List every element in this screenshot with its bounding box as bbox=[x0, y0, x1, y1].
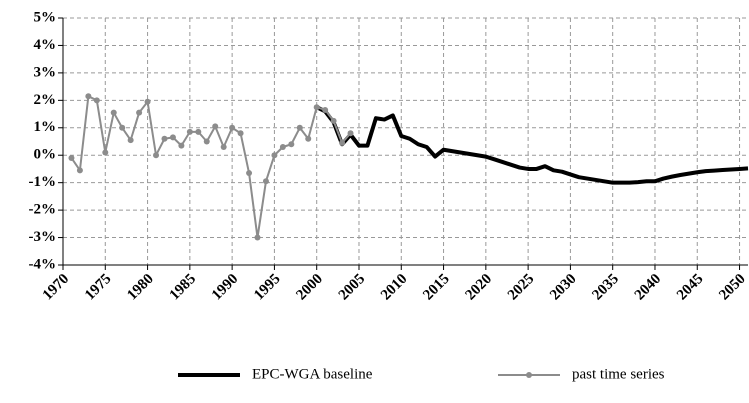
data-point bbox=[203, 138, 210, 145]
data-point bbox=[339, 139, 346, 146]
legend-marker bbox=[526, 372, 532, 378]
data-point bbox=[127, 137, 134, 144]
x-tick-label: 1985 bbox=[167, 271, 200, 304]
data-point bbox=[246, 170, 253, 177]
x-tick-label: 2005 bbox=[336, 271, 369, 304]
legend-label: past time series bbox=[572, 366, 665, 382]
data-point bbox=[153, 152, 160, 159]
data-point bbox=[144, 98, 151, 105]
x-tick-label: 2010 bbox=[378, 271, 411, 304]
data-point bbox=[262, 178, 269, 185]
series-line bbox=[70, 95, 352, 239]
data-point bbox=[237, 130, 244, 137]
data-point bbox=[212, 123, 219, 130]
x-tick-label: 2040 bbox=[632, 271, 665, 304]
data-point bbox=[110, 109, 117, 116]
data-point bbox=[169, 134, 176, 141]
y-tick-label: -1% bbox=[29, 174, 57, 190]
x-tick-label: 2035 bbox=[589, 271, 622, 304]
data-point bbox=[102, 149, 109, 156]
data-point bbox=[229, 124, 236, 131]
x-tick-label: 2025 bbox=[505, 271, 538, 304]
data-point bbox=[322, 106, 329, 113]
y-tick-label: 4% bbox=[34, 37, 57, 53]
x-tick-label: 1975 bbox=[82, 271, 115, 304]
data-point bbox=[93, 97, 100, 104]
data-point bbox=[220, 143, 227, 150]
data-point bbox=[178, 142, 185, 149]
x-tick-label: 2045 bbox=[674, 271, 707, 304]
x-tick-label: 1980 bbox=[124, 271, 157, 304]
data-point bbox=[271, 152, 278, 159]
y-tick-label: -2% bbox=[29, 202, 57, 218]
data-point bbox=[119, 124, 126, 131]
x-tick-label: 2015 bbox=[420, 271, 453, 304]
x-tick-label: 2000 bbox=[293, 271, 326, 304]
y-tick-label: 2% bbox=[34, 92, 57, 108]
x-tick-label: 2030 bbox=[547, 271, 580, 304]
data-point bbox=[195, 128, 202, 135]
data-point bbox=[136, 109, 143, 116]
x-tick-label: 1990 bbox=[209, 271, 242, 304]
data-point bbox=[296, 124, 303, 131]
y-tick-label: -4% bbox=[29, 256, 57, 272]
series-line bbox=[315, 105, 749, 185]
y-tick-label: -3% bbox=[29, 229, 57, 245]
data-point bbox=[76, 167, 83, 174]
x-tick-label: 2050 bbox=[716, 271, 749, 304]
data-point bbox=[305, 135, 312, 142]
y-tick-label: 3% bbox=[34, 64, 57, 80]
y-tick-label: 5% bbox=[34, 9, 57, 25]
data-point bbox=[68, 154, 75, 161]
data-point bbox=[85, 93, 92, 100]
y-tick-label: 1% bbox=[34, 119, 57, 135]
data-point bbox=[254, 234, 261, 241]
data-point bbox=[330, 117, 337, 124]
y-tick-label: 0% bbox=[34, 147, 57, 163]
data-point bbox=[313, 104, 320, 111]
data-point bbox=[288, 141, 295, 148]
x-tick-label: 2020 bbox=[463, 271, 496, 304]
data-point bbox=[347, 130, 354, 137]
data-point bbox=[186, 128, 193, 135]
legend-label: EPC-WGA baseline bbox=[252, 366, 373, 382]
x-tick-label: 1970 bbox=[40, 271, 73, 304]
x-tick-label: 1995 bbox=[251, 271, 284, 304]
data-point bbox=[161, 135, 168, 142]
data-point bbox=[279, 143, 286, 150]
